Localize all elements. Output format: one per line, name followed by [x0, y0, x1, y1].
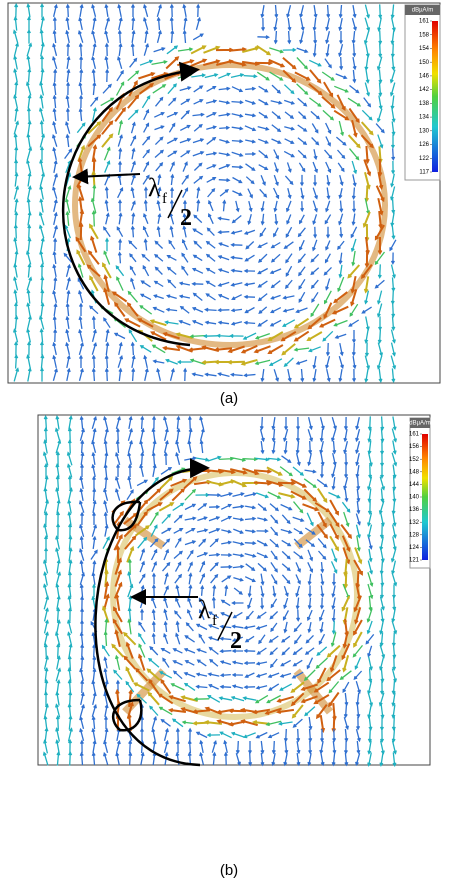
- colorbar-tick: 161: [419, 19, 430, 25]
- colorbar-tick: 136: [409, 507, 420, 513]
- colorbar-unit: dBµA/m: [409, 421, 430, 427]
- caption: (a): [220, 390, 238, 407]
- colorbar-tick: 117: [419, 170, 429, 176]
- colorbar-tick: 161: [409, 432, 420, 438]
- caption: (b): [220, 862, 238, 879]
- colorbar-scale: [422, 434, 428, 560]
- colorbar-tick: 156: [409, 444, 420, 450]
- colorbar-unit: dBµA/m: [412, 8, 433, 14]
- lambda: λ: [148, 173, 161, 202]
- colorbar-tick: 138: [419, 101, 430, 107]
- colorbar-scale: [432, 21, 438, 172]
- colorbar-tick: 134: [419, 115, 430, 121]
- denominator: 2: [180, 205, 192, 231]
- colorbar-tick: 154: [419, 46, 430, 52]
- colorbar-tick: 122: [419, 156, 430, 162]
- lambda: λ: [198, 595, 211, 624]
- colorbar-tick: 150: [419, 60, 430, 66]
- figure: λ f 2 (a) λ f 2 (b) dBµA/m 161 158 154 150 14…: [0, 0, 458, 896]
- colorbar: dBµA/m 161 156 152 148 144 140 136 132 128 124 121: [409, 418, 431, 568]
- colorbar: dBµA/m 161 158 154 150 146 142 138 134 130 126 122 1…: [405, 5, 440, 180]
- colorbar-tick: 124: [409, 545, 420, 551]
- subscript: f: [162, 191, 167, 207]
- denominator: 2: [230, 628, 242, 654]
- colorbar-tick: 144: [409, 482, 420, 488]
- colorbar-tick: 148: [409, 469, 420, 475]
- colorbar-tick: 130: [419, 128, 430, 134]
- colorbar-tick: 140: [409, 495, 420, 501]
- colorbar-tick: 132: [409, 520, 420, 526]
- colorbar-tick: 121: [409, 558, 420, 564]
- colorbar-tick: 126: [419, 142, 430, 148]
- panel-b-frame: [38, 415, 430, 765]
- subscript: f: [212, 613, 217, 629]
- colorbar-tick: 158: [419, 32, 430, 38]
- colorbar-tick: 142: [419, 87, 430, 93]
- colorbar-tick: 146: [419, 73, 430, 79]
- colorbar-tick: 152: [409, 457, 420, 463]
- colorbar-tick: 128: [409, 532, 420, 538]
